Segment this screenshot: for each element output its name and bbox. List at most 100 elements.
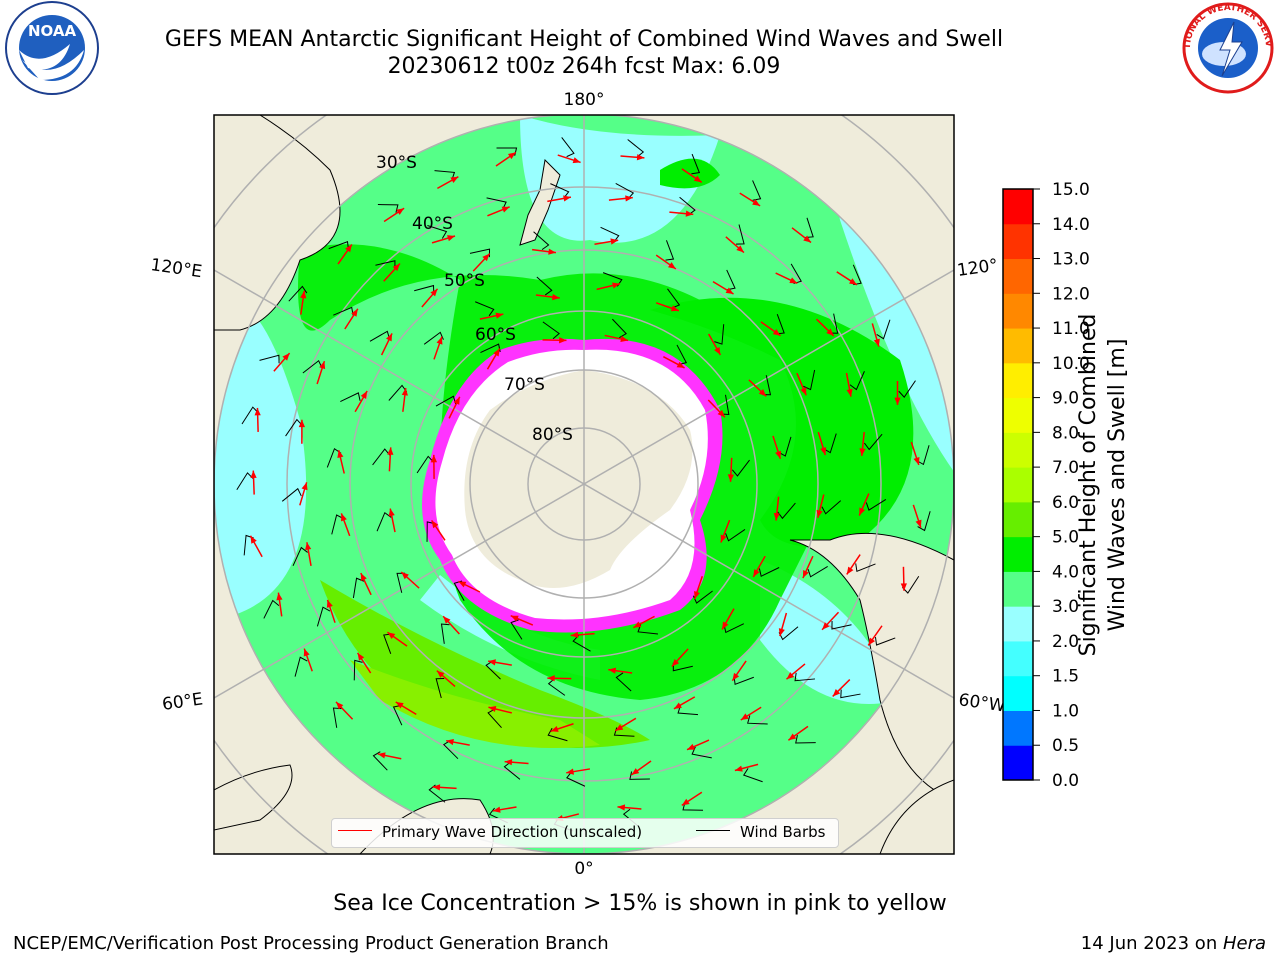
wave-direction-arrowhead: [631, 768, 640, 775]
colorbar-bin: [1003, 606, 1033, 642]
wave-direction-arrowhead: [276, 592, 283, 601]
map-subtitle: 20230612 t00z 264h fcst Max: 6.09: [387, 54, 781, 79]
sea-ice-note: Sea Ice Concentration > 15% is shown in …: [333, 891, 947, 916]
wave-direction-arrowhead: [670, 305, 679, 312]
wind-barb: [615, 672, 632, 692]
wave-direction-arrowhead: [282, 353, 290, 361]
wind-barb: [840, 689, 861, 699]
wave-direction-arrowhead: [430, 454, 438, 463]
wave-direction-arrowhead: [676, 361, 685, 368]
map-title: GEFS MEAN Antarctic Significant Height o…: [164, 27, 1004, 52]
wave-direction-arrowhead: [868, 637, 876, 646]
run-date-credit: 14 Jun 2023 on Hera: [1080, 933, 1266, 954]
wind-barb: [864, 433, 883, 451]
wave-direction-arrowhead: [758, 389, 767, 397]
lon-label-0: 0°: [574, 859, 593, 879]
wind-barb: [803, 369, 816, 391]
noaa-logo-text: NOAA: [28, 22, 77, 40]
wave-direction-arrowhead: [495, 312, 504, 319]
wave-direction-arrowhead: [786, 672, 795, 680]
wind-barb: [758, 567, 780, 577]
lat-label-80s: 80°S: [532, 425, 573, 445]
wind-barb: [794, 672, 816, 682]
wave-direction-arrowhead: [436, 336, 443, 345]
wind-barb: [629, 771, 650, 780]
colorbar-tick-label: 3.0: [1052, 597, 1079, 617]
wave-direction-arrowhead: [507, 152, 516, 160]
colorbar-tick-label: 1.0: [1052, 701, 1079, 721]
wave-direction-arrowhead: [633, 621, 642, 628]
colorbar-tick-label: 5.0: [1052, 528, 1079, 548]
wave-direction-arrowhead: [617, 804, 626, 811]
wave-direction-arrowhead: [552, 294, 560, 301]
wave-direction-arrowhead: [873, 338, 880, 347]
wave-direction-arrowhead: [298, 419, 306, 428]
colorbar-bin: [1003, 536, 1033, 572]
wave-direction-arrowhead: [849, 278, 857, 285]
wind-barb: [849, 371, 865, 391]
wave-direction-arrowhead: [450, 176, 459, 183]
wave-direction-arrowhead: [800, 387, 807, 396]
wave-direction-arrowhead: [734, 765, 743, 772]
longitude-lines: [214, 115, 954, 854]
wave-direction-arrowhead: [685, 210, 694, 217]
legend-item-wind-barbs: Wind Barbs: [696, 823, 825, 841]
wave-direction-arrowhead: [894, 397, 901, 405]
wind-barb: [731, 459, 750, 477]
wave-direction-arrowhead: [395, 701, 404, 709]
colorbar-tick-label: 13.0: [1052, 250, 1090, 270]
wave-direction-arrowhead: [432, 784, 441, 791]
madagascar-land: [214, 764, 293, 831]
wave-direction-arrowhead: [802, 570, 809, 579]
wind-barb: [353, 659, 363, 681]
wave-direction-arrowhead: [773, 512, 780, 521]
wind-barb: [281, 487, 302, 502]
wave-direction-arrowhead: [377, 752, 386, 759]
lon-label-120e: 120°E: [149, 255, 203, 282]
wave-direction-arrowhead: [725, 287, 734, 295]
wave-direction-arrowhead: [859, 448, 866, 456]
wind-barb: [821, 500, 842, 515]
colorbar-bin: [1003, 293, 1033, 329]
wave-direction-arrowhead: [740, 713, 749, 720]
wave-direction-arrowhead: [714, 346, 721, 355]
wind-barb: [561, 137, 575, 158]
wave-direction-arrowhead: [401, 387, 408, 396]
wind-barb: [691, 153, 701, 175]
colorbar-bin: [1003, 258, 1033, 294]
wind-barb: [292, 546, 308, 566]
wave-direction-arrowhead: [396, 208, 405, 215]
wave-direction-arrowhead: [386, 333, 393, 342]
colorbar-bin: [1003, 745, 1033, 781]
legend-item-wave-direction: Primary Wave Direction (unscaled): [338, 823, 642, 841]
wave-direction-arrowhead: [303, 648, 310, 657]
wave-direction-arrowhead: [559, 337, 567, 344]
wave-direction-arrowhead: [345, 244, 352, 253]
colorbar-bin: [1003, 675, 1033, 711]
colorbar-tick-label: 6.0: [1052, 493, 1079, 513]
wave-direction-arrowhead: [357, 652, 365, 661]
wind-barb: [725, 529, 746, 542]
wind-barb: [435, 677, 445, 699]
legend-swatch-red: [338, 830, 372, 831]
colorbar: 15.0 14.0 13.0 12.0 11.0 10.0 9.0 8.0 7.0 6.0 5.0 4…: [1002, 180, 1090, 791]
colorbar-tick-label: 11.0: [1052, 319, 1090, 339]
wind-barb: [714, 324, 725, 345]
wave-direction-arrowhead: [732, 672, 740, 681]
colorbar-tick-label: 1.5: [1052, 667, 1079, 687]
map-frame: [213, 114, 955, 855]
wave-direction-arrowhead: [550, 726, 559, 732]
south-america-land: [789, 532, 954, 801]
wave-direction-arrowhead: [547, 675, 555, 682]
wave-direction-arrowhead: [492, 806, 501, 813]
colorbar-tick-label: 0.0: [1052, 771, 1079, 791]
colorbar-bin: [1003, 189, 1033, 225]
wind-barb: [316, 606, 331, 627]
colorbar-tick-label: 10.0: [1052, 354, 1090, 374]
wave-direction-arrowhead: [816, 509, 823, 518]
wave-direction-arrowhead: [504, 759, 513, 766]
colorbar-bin: [1003, 710, 1033, 746]
lat-label-50s: 50°S: [444, 271, 485, 291]
wave-direction-arrowhead: [453, 396, 460, 405]
